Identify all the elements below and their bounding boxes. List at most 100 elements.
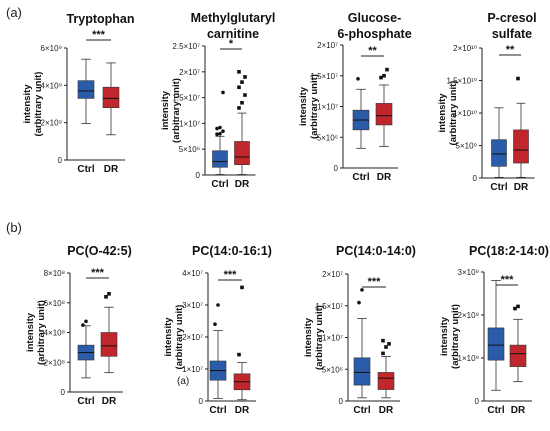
chart-5-ctrl-outlier-0	[81, 323, 85, 327]
chart-4-y-axis-title-1: intensity	[437, 93, 448, 133]
chart-1-y-tick-label-2: 4×10⁹	[41, 81, 62, 90]
chart-1-ctrl-box	[77, 80, 95, 99]
chart-5-significance-label: ***	[91, 267, 105, 279]
chart-4-dr-box	[513, 129, 529, 164]
chart-2-dr-outlier-4	[240, 80, 244, 84]
chart-7-y-tick-label-1: 5×10⁶	[322, 365, 343, 374]
panel-label-a: (a)	[6, 5, 22, 20]
chart-8-y-tick-label-1: 1×10⁹	[458, 354, 479, 363]
chart-3-y-tick-label-0: 0	[334, 164, 339, 173]
chart-5-x-tick-label-dr: DR	[102, 396, 117, 407]
chart-6-y-tick-label-1: 1×10⁷	[182, 365, 203, 374]
chart-1-dr-box	[102, 86, 120, 109]
chart-2-dr-outlier-1	[240, 100, 244, 105]
chart-2-dr-outlier-2	[243, 93, 247, 97]
chart-5-ctrl-outlier-1	[84, 319, 88, 324]
chart-6-y-axis-title-2: (arbitrary unit)	[174, 305, 185, 370]
chart-8-y-tick-label-0: 0	[475, 397, 480, 406]
chart-2-y-tick-label-5: 2.5×10⁷	[172, 42, 200, 51]
chart-6-x-tick-label-ctrl: Ctrl	[209, 405, 226, 416]
chart-5-x-tick-label-ctrl: Ctrl	[77, 396, 94, 407]
chart-6-dr-outlier-0	[237, 352, 241, 357]
chart-1-y-tick-label-0: 0	[58, 156, 63, 165]
chart-4-x-tick-label-dr: DR	[514, 182, 529, 193]
chart-2-x-tick-label-dr: DR	[235, 179, 250, 190]
chart-5-dr-outlier-0	[104, 295, 108, 299]
chart-7-y-tick-label-4: 2×10⁷	[322, 270, 343, 279]
chart-7-dr-box	[377, 372, 395, 390]
chart-1-y-axis-title-2: (arbitrary unit)	[33, 72, 44, 137]
chart-4-y-tick-label-3: 1.5×10¹⁰	[446, 77, 477, 86]
chart-2-title-line-2: carnitine	[207, 27, 259, 41]
chart-2-ctrl-box	[212, 150, 228, 168]
chart-2-title-line-1: Methylglutaryl	[191, 11, 276, 25]
chart-3-y-tick-label-3: 1.5×10⁷	[310, 72, 338, 81]
chart-7-y-tick-label-0: 0	[339, 397, 344, 406]
chart-8-y-axis-title-2: (arbitrary unit)	[450, 304, 461, 369]
chart-8-significance-label: ***	[501, 274, 515, 286]
chart-5-y-tick-label-2: 4×10⁸	[44, 329, 65, 338]
chart-7-ctrl-outlier-0	[357, 300, 361, 305]
chart-7-ctrl-outlier-1	[360, 288, 364, 292]
chart-4-ctrl-box	[491, 139, 507, 167]
chart-2-ctrl-outlier-1	[218, 131, 222, 136]
chart-1-y-axis-title-1: intensity	[22, 84, 33, 124]
chart-3-y-tick-label-1: 5×10⁶	[317, 133, 338, 142]
chart-7-x-tick-label-dr: DR	[379, 405, 394, 416]
chart-7-title-line-1: PC(14:0-14:0)	[336, 244, 416, 258]
chart-4-x-tick-label-ctrl: Ctrl	[490, 182, 507, 193]
chart-7-dr-outlier-2	[387, 342, 391, 346]
chart-2-significance-label: *	[229, 38, 234, 50]
chart-5-dr-box	[100, 332, 118, 357]
stray-label: (a)	[177, 376, 189, 387]
chart-3-y-tick-label-4: 2×10⁷	[317, 41, 338, 50]
chart-2-ctrl-outlier-2	[221, 129, 225, 133]
chart-4-significance-label: **	[506, 44, 515, 56]
chart-5-dr-outlier-1	[107, 292, 111, 296]
chart-6-y-tick-label-2: 2×10⁷	[182, 333, 203, 342]
chart-2-dr-outlier-0	[237, 106, 241, 110]
chart-2-ctrl-outlier-5	[221, 90, 225, 95]
chart-1-x-tick-label-dr: DR	[104, 164, 119, 175]
chart-8-ctrl-box	[487, 327, 505, 361]
chart-2-y-tick-label-3: 1.5×10⁷	[172, 94, 200, 103]
chart-4-title-line-1: P-cresol	[487, 11, 536, 25]
chart-7-dr-outlier-1	[384, 345, 388, 349]
chart-6-y-tick-label-3: 3×10⁷	[182, 301, 203, 310]
chart-6-ctrl-outlier-1	[216, 303, 220, 307]
chart-2-x-tick-label-ctrl: Ctrl	[211, 179, 228, 190]
chart-3-significance-label: **	[368, 45, 377, 57]
chart-4-y-tick-label-0: 0	[473, 174, 478, 183]
chart-3-dr-outlier-1	[382, 73, 386, 78]
chart-6-ctrl-outlier-0	[213, 322, 217, 327]
chart-1-x-tick-label-ctrl: Ctrl	[77, 164, 94, 175]
chart-8-dr-outlier-1	[516, 304, 520, 309]
chart-2-dr-box	[234, 141, 250, 165]
chart-2-y-axis-title-1: intensity	[160, 90, 171, 130]
chart-2-ctrl-outlier-4	[218, 125, 222, 130]
panel-label-b: (b)	[6, 220, 22, 235]
chart-6-dr-outlier-1	[240, 285, 244, 290]
chart-3-y-tick-label-2: 1×10⁷	[317, 103, 338, 112]
chart-5-y-tick-label-3: 6×10⁸	[44, 299, 65, 308]
chart-8-x-tick-label-ctrl: Ctrl	[487, 405, 504, 416]
chart-4-y-tick-label-4: 2×10¹⁰	[453, 44, 477, 53]
chart-8-x-tick-label-dr: DR	[511, 405, 526, 416]
chart-6-title-line-1: PC(14:0-16:1)	[192, 244, 272, 258]
chart-3-y-axis-title-2: (arbitrary unit)	[309, 74, 320, 139]
chart-7-y-axis-title-1: intensity	[303, 317, 314, 357]
chart-4-y-tick-label-1: 5×10⁹	[456, 142, 477, 151]
chart-7-y-axis-title-2: (arbitrary unit)	[314, 305, 325, 370]
chart-1-y-tick-label-1: 2×10⁹	[41, 119, 62, 128]
chart-2-dr-outlier-3	[237, 85, 241, 90]
chart-6-significance-label: ***	[224, 269, 238, 281]
chart-2-y-tick-label-4: 2×10⁷	[179, 68, 200, 77]
chart-7-dr-outlier-0	[381, 351, 385, 356]
chart-1-title-line-1: Tryptophan	[66, 12, 134, 26]
chart-7-dr-outlier-3	[381, 338, 385, 343]
chart-8-y-tick-label-3: 3×10⁹	[458, 268, 479, 277]
chart-2-dr-outlier-5	[243, 75, 247, 79]
chart-6-y-tick-label-0: 0	[199, 397, 204, 406]
chart-5-y-axis-title-2: (arbitrary unit)	[36, 300, 47, 365]
